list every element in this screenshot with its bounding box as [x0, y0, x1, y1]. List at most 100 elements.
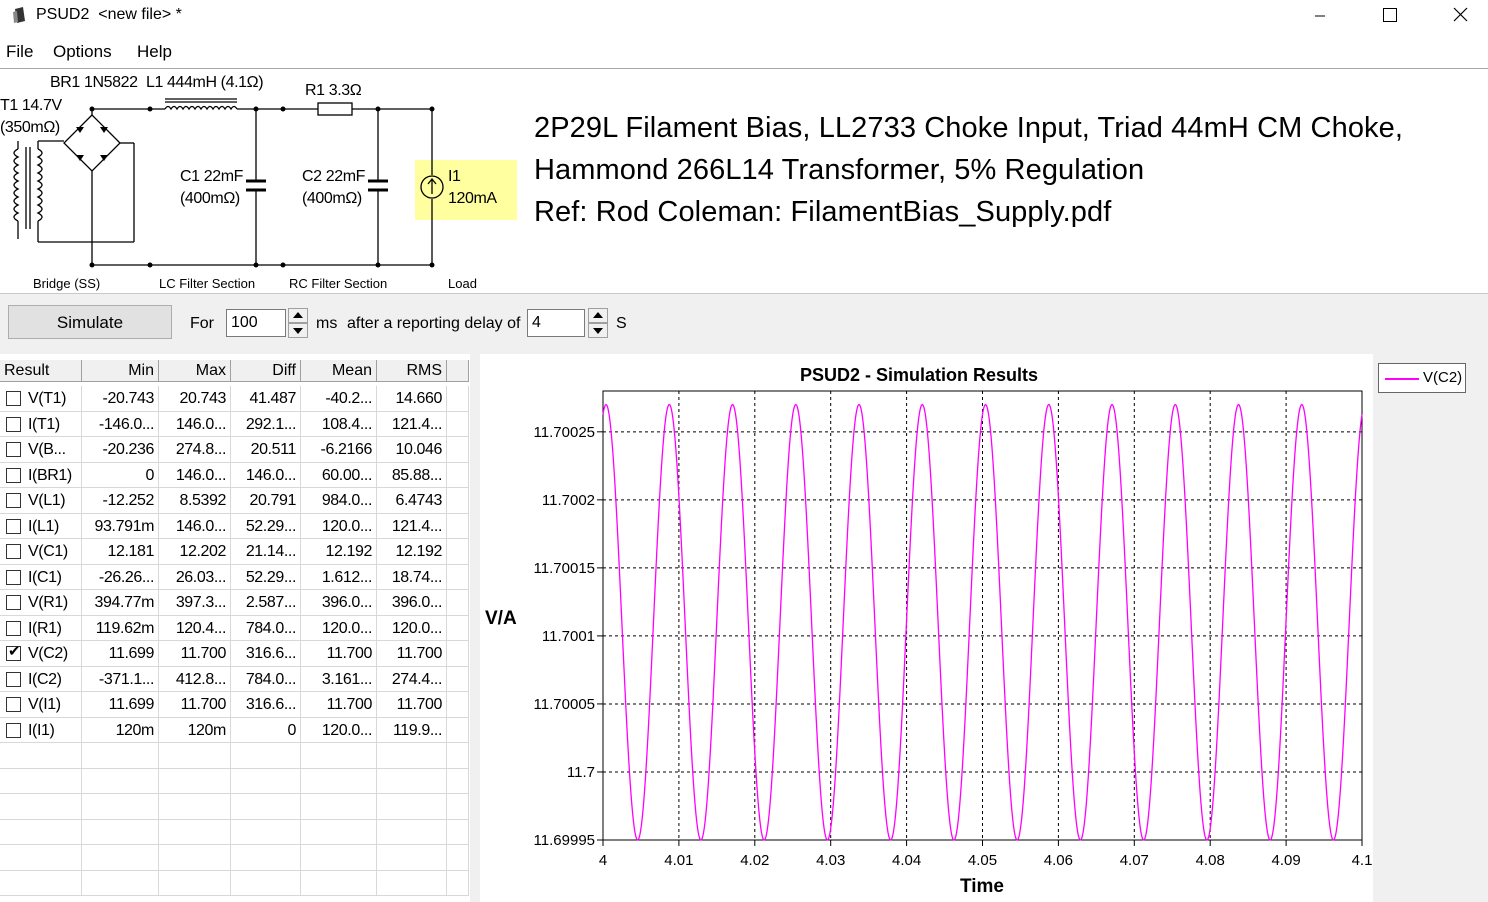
row-checkbox[interactable]	[6, 595, 21, 610]
row-label: I(R1)	[28, 619, 62, 637]
empty-row	[0, 768, 469, 794]
splitter[interactable]	[470, 354, 480, 902]
cell-rms: 11.700	[377, 692, 447, 718]
header-max[interactable]: Max	[159, 360, 231, 382]
series-line-V(C2)	[602, 403, 1363, 841]
row-checkbox[interactable]	[6, 697, 21, 712]
table-row[interactable]: I(L1) 93.791m 146.0... 52.29... 120.0... 121.…	[0, 513, 469, 539]
empty-cell	[301, 845, 377, 871]
menu-help[interactable]: Help	[137, 42, 172, 61]
cell-mean: 108.4...	[301, 411, 377, 437]
row-checkbox[interactable]	[6, 493, 21, 508]
table-row[interactable]: V(L1) -12.252 8.5392 20.791 984.0... 6.4743	[0, 488, 469, 514]
results-grid[interactable]	[0, 354, 470, 902]
cell-min: -12.252	[82, 488, 159, 514]
row-checkbox[interactable]	[6, 442, 21, 457]
cell-max: 120m	[159, 717, 231, 743]
row-checkbox[interactable]: ✔	[6, 643, 21, 661]
circuit-diagram[interactable]	[0, 69, 530, 293]
duration-spinner[interactable]	[288, 308, 308, 338]
table-row[interactable]: I(T1) -146.0... 146.0... 292.1... 108.4... 12…	[0, 411, 469, 437]
header-mean[interactable]: Mean	[301, 360, 377, 382]
row-label: I(I1)	[28, 721, 55, 739]
cell-mean: 396.0...	[301, 590, 377, 616]
header-min[interactable]: Min	[82, 360, 159, 382]
row-label: V(L1)	[28, 492, 66, 509]
row-checkbox[interactable]	[6, 671, 21, 687]
table-row[interactable]: I(C2) -371.1... 412.8... 784.0... 3.161... 27…	[0, 666, 469, 692]
table-row[interactable]: I(BR1) 0 146.0... 146.0... 60.00... 85.88...	[0, 462, 469, 488]
empty-cell	[447, 411, 469, 437]
cell-min: 119.62m	[82, 615, 159, 641]
table-row[interactable]: V(R1) 394.77m 397.3... 2.587... 396.0... 396.…	[0, 590, 469, 616]
c1-label: C1 22mF	[180, 168, 243, 185]
cell-diff: 21.14...	[231, 539, 301, 565]
app-icon	[13, 7, 25, 23]
cell-diff: 316.6...	[231, 641, 301, 667]
row-checkbox[interactable]	[6, 467, 21, 483]
cell-rms: 85.88...	[377, 462, 447, 488]
table-row[interactable]: I(I1) 120m 120m 0 120.0... 119.9...	[0, 717, 469, 743]
empty-cell	[159, 819, 231, 845]
table-row[interactable]: V(I1) 11.699 11.700 316.6... 11.700 11.700	[0, 692, 469, 718]
row-name-cell: I(R1)	[0, 615, 82, 641]
table-row[interactable]: V(C1) 12.181 12.202 21.14... 12.192 12.192	[0, 539, 469, 565]
row-checkbox[interactable]	[6, 620, 21, 636]
y-axis-label: V/A	[485, 608, 517, 629]
close-button[interactable]	[1425, 0, 1488, 32]
empty-cell	[159, 845, 231, 871]
cell-diff: 20.511	[231, 437, 301, 463]
simulate-button[interactable]: Simulate	[8, 305, 172, 339]
row-label: I(C2)	[28, 670, 62, 688]
menu-options[interactable]: Options	[53, 42, 112, 61]
current-source	[420, 175, 444, 199]
header-result[interactable]: Result	[0, 360, 82, 382]
x-tick-label: 4.09	[1271, 852, 1300, 869]
cell-min: -20.743	[82, 386, 159, 412]
empty-cell	[447, 641, 469, 667]
empty-row	[0, 845, 469, 871]
cell-min: -26.26...	[82, 564, 159, 590]
delay-input[interactable]	[527, 309, 585, 337]
row-checkbox[interactable]	[6, 569, 21, 585]
legend[interactable]: V(C2)	[1378, 363, 1466, 393]
empty-cell	[0, 768, 82, 794]
cell-mean: 984.0...	[301, 488, 377, 514]
row-checkbox[interactable]	[6, 518, 21, 534]
cell-mean: 120.0...	[301, 615, 377, 641]
table-row[interactable]: I(C1) -26.26... 26.03... 52.29... 1.612... 18…	[0, 564, 469, 590]
delay-spinner[interactable]	[588, 308, 608, 338]
row-checkbox[interactable]	[6, 544, 21, 559]
cell-diff: 20.791	[231, 488, 301, 514]
menu-file[interactable]: File	[6, 42, 34, 61]
header-rms[interactable]: RMS	[377, 360, 447, 382]
empty-cell	[231, 845, 301, 871]
table-row[interactable]: ✔ V(C2) 11.699 11.700 316.6... 11.700 11.700	[0, 641, 469, 667]
row-name-cell: I(C1)	[0, 564, 82, 590]
row-checkbox[interactable]	[6, 722, 21, 738]
empty-row	[0, 870, 469, 896]
table-row[interactable]: V(B... -20.236 274.8... 20.511 -6.2166 10.046	[0, 437, 469, 463]
description-line-2: Hammond 266L14 Transformer, 5% Regulatio…	[534, 154, 1145, 186]
table-row[interactable]: V(T1) -20.743 20.743 41.487 -40.2... 14.660	[0, 386, 469, 412]
empty-cell	[447, 513, 469, 539]
row-label: V(C1)	[28, 543, 68, 560]
maximize-icon	[1383, 8, 1397, 22]
maximize-button[interactable]	[1355, 0, 1425, 32]
x-tick-label: 4.07	[1120, 852, 1149, 869]
transformer-secondary	[36, 148, 43, 222]
title-bar: PSUD2 <new file> *	[0, 0, 1488, 32]
row-label: I(L1)	[28, 517, 59, 535]
empty-cell	[301, 794, 377, 820]
header-diff[interactable]: Diff	[231, 360, 301, 382]
empty-cell	[159, 743, 231, 769]
empty-cell	[0, 819, 82, 845]
row-checkbox[interactable]	[6, 416, 21, 432]
row-checkbox[interactable]	[6, 391, 21, 406]
cell-rms: 6.4743	[377, 488, 447, 514]
duration-input[interactable]	[226, 309, 286, 337]
table-row[interactable]: I(R1) 119.62m 120.4... 784.0... 120.0... 120.…	[0, 615, 469, 641]
plot-area[interactable]: 4 4.01 4.02 4.03 4.04 4.05 4.06 4.07 4.08 4.09 4.1…	[480, 354, 1373, 902]
minimize-button[interactable]	[1285, 0, 1355, 32]
empty-cell	[0, 743, 82, 769]
